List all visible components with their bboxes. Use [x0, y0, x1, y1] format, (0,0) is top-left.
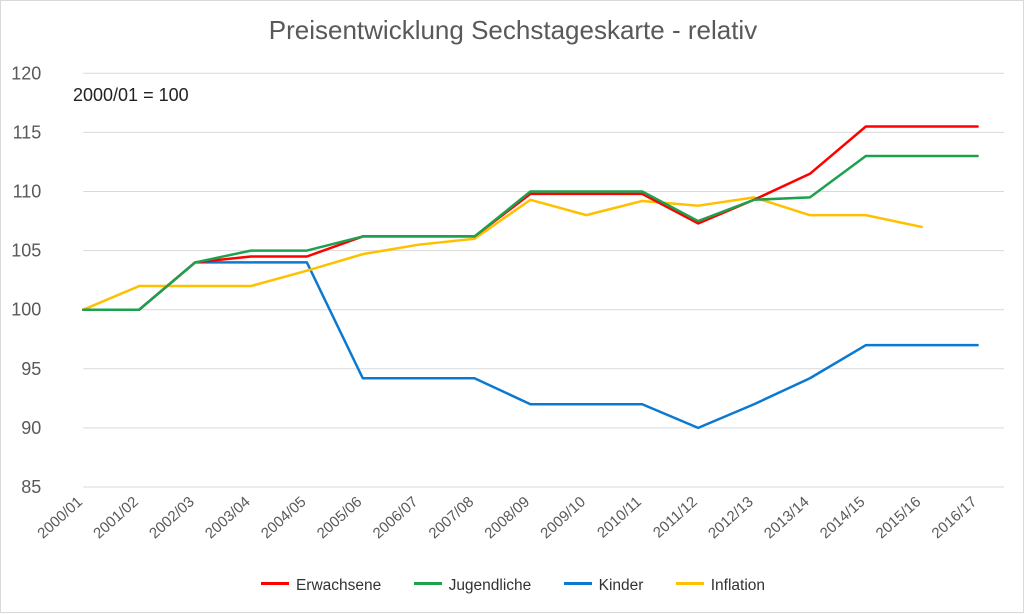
svg-text:2010/11: 2010/11	[594, 493, 645, 541]
svg-text:2007/08: 2007/08	[426, 493, 478, 542]
svg-text:2011/12: 2011/12	[650, 493, 701, 541]
svg-text:2009/10: 2009/10	[537, 493, 589, 542]
svg-text:2000/01: 2000/01	[34, 493, 86, 542]
svg-text:2005/06: 2005/06	[314, 493, 366, 542]
svg-text:2014/15: 2014/15	[817, 493, 869, 542]
svg-text:2015/16: 2015/16	[873, 493, 925, 542]
svg-text:100: 100	[11, 300, 41, 320]
svg-text:2002/03: 2002/03	[146, 493, 198, 542]
svg-text:2004/05: 2004/05	[258, 493, 310, 542]
svg-text:120: 120	[11, 63, 41, 83]
svg-text:2013/14: 2013/14	[761, 493, 813, 542]
svg-text:2001/02: 2001/02	[90, 493, 142, 542]
svg-text:110: 110	[13, 182, 42, 202]
svg-text:2016/17: 2016/17	[929, 493, 981, 542]
svg-text:90: 90	[21, 418, 41, 438]
svg-text:2008/09: 2008/09	[481, 493, 533, 542]
svg-text:2012/13: 2012/13	[705, 493, 757, 542]
svg-text:2003/04: 2003/04	[202, 493, 254, 542]
svg-text:105: 105	[11, 241, 41, 261]
svg-text:2006/07: 2006/07	[370, 493, 422, 542]
svg-text:85: 85	[21, 477, 41, 497]
svg-text:115: 115	[13, 122, 42, 142]
svg-text:95: 95	[21, 359, 41, 379]
